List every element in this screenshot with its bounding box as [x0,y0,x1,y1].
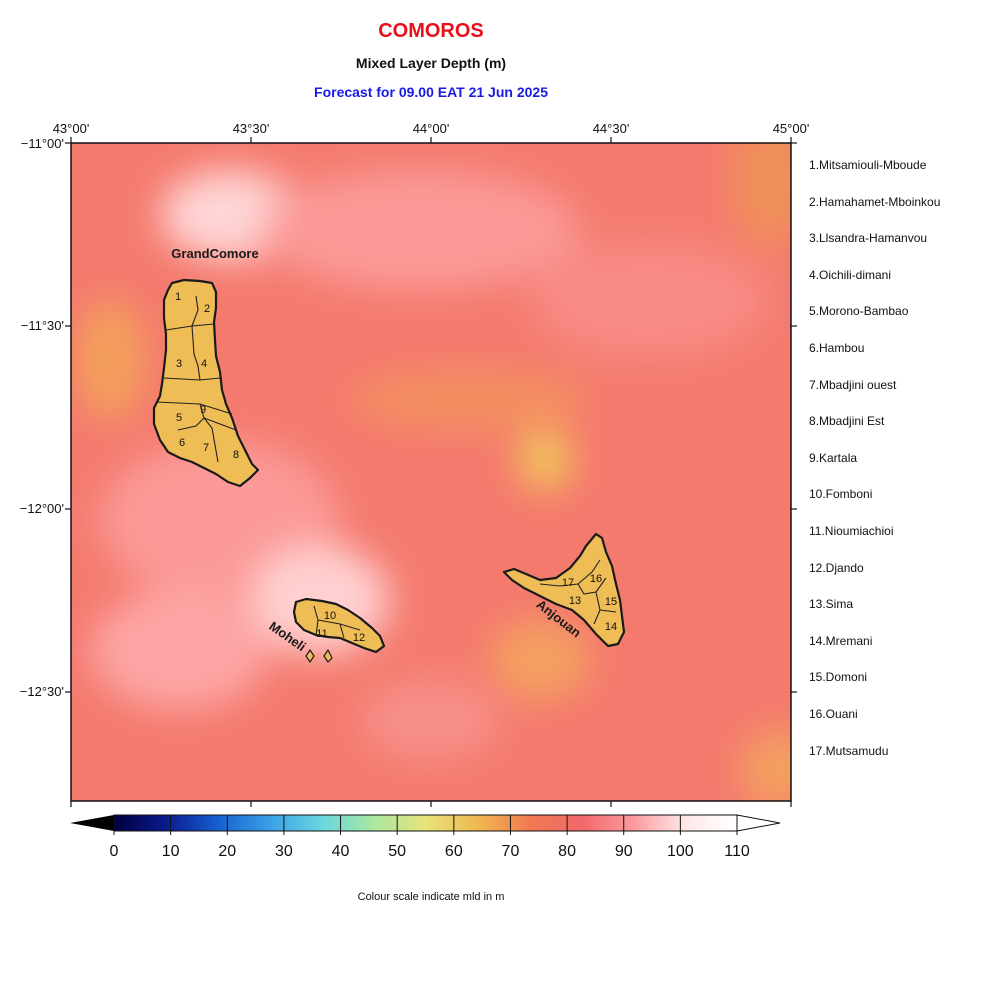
lat-label: −12°00' [19,501,64,516]
region-number: 13 [569,595,581,607]
region-number: 9 [200,404,206,416]
lon-label: 43°30' [232,121,270,136]
colorbar [70,814,781,835]
region-number: 11 [316,628,327,640]
region-legend: 1.Mitsamiouli-Mboude 2.Hamahamet-Mboinko… [809,158,940,780]
colorbar-tick-label: 110 [724,843,750,860]
region-number: 1 [175,291,181,303]
region-numbers: 1 2 3 4 5 6 7 8 9 10 11 12 13 14 15 16 1… [175,291,617,644]
map-subtitle: Mixed Layer Depth (m) [355,55,507,71]
colorbar-tick-label: 10 [161,843,180,860]
legend-item: 15.Domoni [809,670,868,685]
colorbar-tick-label: 20 [218,843,237,860]
legend-item: 8.Mbadjini Est [809,414,885,429]
lon-label: 44°00' [412,121,450,136]
legend-item: 2.Hamahamet-Mboinkou [809,194,941,209]
region-number: 7 [203,442,209,454]
island-moheli [292,597,386,663]
region-number: 2 [204,303,210,315]
colorbar-tick-label: 80 [558,843,576,860]
forecast-time: Forecast for 09.00 EAT 21 Jun 2025 [314,84,548,100]
legend-item: 7.Mbadjini ouest [809,377,897,392]
legend-item: 13.Sima [809,597,854,612]
mld-field [71,143,791,801]
legend-item: 16.Ouani [809,706,858,721]
legend-item: 6.Hambou [809,340,865,355]
region-number: 17 [562,577,574,589]
legend-item: 9.Kartala [809,450,858,465]
island-grande-comore [152,278,260,488]
colorbar-low-arrow [70,815,114,831]
map-title: COMOROS [378,20,484,42]
lon-label: 43°00' [52,121,90,136]
region-number: 15 [605,596,617,608]
region-number: 5 [176,412,182,424]
colorbar-caption: Colour scale indicate mld in m [357,891,505,903]
colorbar-tick-label: 40 [331,843,350,860]
colorbar-tick-label: 30 [275,843,293,860]
island-anjouan [502,532,626,648]
region-number: 16 [590,573,602,585]
colorbar-tick-label: 50 [388,843,407,860]
legend-item: 1.Mitsamiouli-Mboude [809,158,927,172]
axis-ticks [65,137,797,807]
legend-item: 11.Nioumiachioi [809,523,894,538]
colorbar-tick-label: 0 [109,843,119,860]
legend-item: 12.Djando [809,560,864,575]
lat-label: −11°00' [20,136,64,151]
region-number: 6 [179,437,185,449]
island-label-grande-comore: GrandComore [171,246,258,261]
colorbar-high-arrow [736,814,781,832]
lat-label: −12°30' [19,684,64,699]
region-number: 14 [605,621,617,633]
colorbar-tick-label: 90 [614,843,633,860]
lon-label: 44°30' [592,121,630,136]
legend-item: 3.Llsandra-Hamanvou [809,231,928,246]
legend-item: 10.Fomboni [809,487,873,502]
legend-item: 5.Morono-Bambao [809,304,909,319]
legend-item: 4.Oichili-dimani [809,267,892,282]
region-number: 3 [176,358,182,370]
colorbar-tick-label: 70 [501,843,520,860]
lat-label: −11°30' [20,318,64,333]
region-number: 12 [353,632,365,644]
colorbar-tick-label: 100 [667,843,694,860]
lon-label: 45°00' [772,121,810,136]
region-number: 4 [201,358,207,370]
colorbar-tick-label: 60 [444,843,463,860]
region-number: 10 [324,610,336,622]
region-number: 8 [233,449,239,461]
legend-item: 17.Mutsamudu [809,743,889,758]
legend-item: 14.Mremani [809,633,873,648]
colorbar-ramp [114,815,737,831]
